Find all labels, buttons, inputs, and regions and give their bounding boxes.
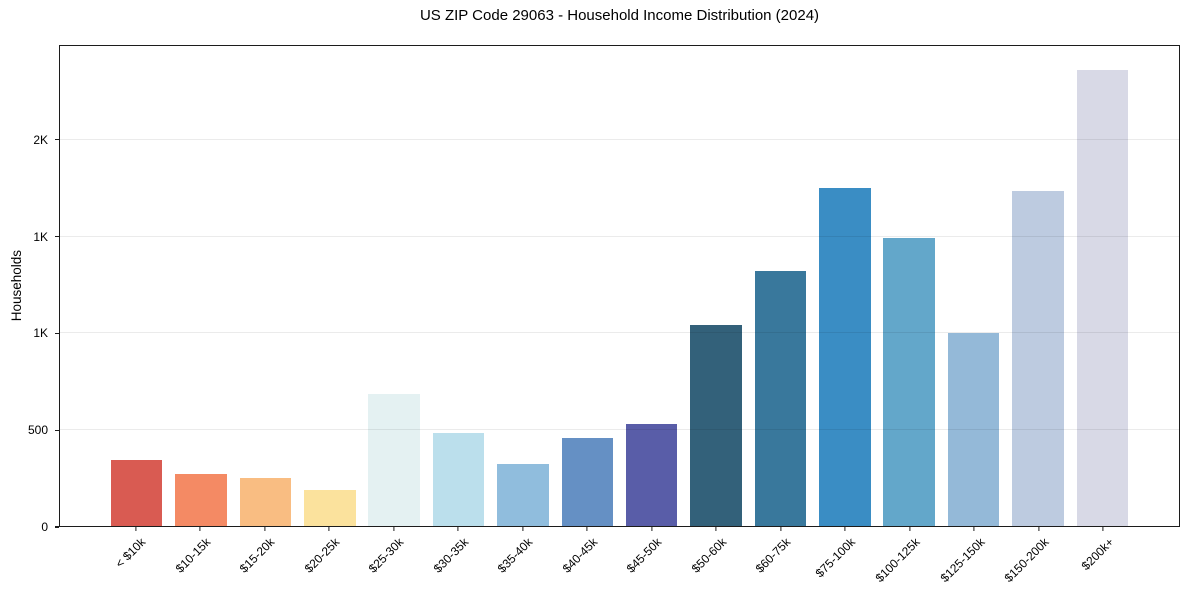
bar-16	[1076, 69, 1129, 526]
y-tick-label: 0	[41, 520, 48, 534]
x-tick-mark	[586, 527, 588, 531]
x-tick-mark	[780, 527, 782, 531]
y-tick-mark	[55, 526, 59, 528]
x-tick-mark	[1102, 527, 1104, 531]
x-tick-label: $75-100k	[812, 535, 859, 581]
y-tick-label: 1K	[33, 326, 48, 341]
x-tick-label: $50-60k	[688, 535, 730, 576]
bar-9	[625, 423, 678, 526]
x-tick-mark	[264, 527, 266, 531]
x-tick-label: $10-15k	[172, 535, 214, 576]
gridline	[60, 332, 1179, 334]
x-tick-mark	[909, 527, 911, 531]
x-tick-label: $40-45k	[559, 535, 601, 576]
x-tick-mark	[328, 527, 330, 531]
x-tick-mark	[844, 527, 846, 531]
gridline	[60, 235, 1179, 237]
x-tick-label: $25-30k	[366, 535, 407, 576]
x-tick-label: $30-35k	[430, 535, 472, 576]
y-axis-ticks: 0 500 1K 1K 2K	[0, 45, 59, 534]
bar-14	[947, 332, 1000, 526]
x-tick-mark	[135, 527, 137, 531]
bar-6	[432, 433, 485, 526]
x-tick-mark	[393, 527, 395, 531]
y-tick-label: 500	[27, 423, 48, 438]
bar-7	[497, 463, 549, 526]
y-tick-label: 1K	[33, 229, 48, 244]
bar-10	[690, 325, 742, 526]
y-tick-label: 2K	[33, 132, 48, 147]
plot-area	[59, 45, 1180, 527]
bar-2	[175, 473, 227, 526]
x-tick-mark	[651, 527, 653, 531]
bar-3	[239, 478, 292, 526]
bar-5	[368, 393, 420, 526]
x-tick-mark	[457, 527, 459, 531]
bar-1	[110, 460, 163, 526]
bar-12	[819, 188, 871, 526]
y-tick-mark	[55, 429, 59, 431]
x-tick-label: $100-125k	[872, 535, 923, 586]
y-tick-mark	[55, 139, 59, 141]
gridline	[60, 139, 1179, 141]
x-tick-label: $20-25k	[301, 535, 343, 576]
y-tick-mark	[55, 236, 59, 238]
x-tick-mark	[199, 527, 201, 531]
x-tick-mark	[973, 527, 975, 531]
gridline	[60, 428, 1179, 430]
x-tick-label: $150-200k	[1001, 535, 1052, 586]
x-tick-mark	[715, 527, 717, 531]
x-tick-label: < $10k	[113, 535, 149, 571]
x-tick-mark	[1038, 527, 1040, 531]
x-axis-ticks: < $10k $10-15k $15-20k $20-25k $25-30k $30-35…	[59, 527, 1180, 590]
x-tick-label: $60-75k	[753, 535, 794, 576]
bar-13	[883, 238, 935, 526]
bar-11	[754, 271, 807, 526]
x-tick-mark	[522, 527, 524, 531]
x-tick-label: $15-20k	[237, 535, 278, 576]
x-tick-label: $45-50k	[624, 535, 665, 576]
y-tick-mark	[55, 332, 59, 334]
bar-8	[561, 437, 614, 526]
bar-15	[1012, 191, 1064, 526]
chart-title: US ZIP Code 29063 - Household Income Dis…	[419, 7, 820, 24]
x-tick-label: $35-40k	[495, 535, 536, 576]
bar-4	[304, 490, 356, 526]
x-tick-label: $200k+	[1078, 535, 1117, 573]
x-tick-label: $125-150k	[937, 535, 988, 586]
